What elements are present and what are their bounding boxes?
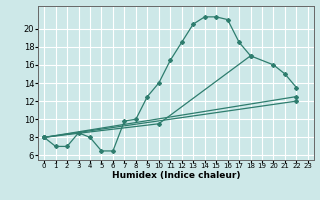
X-axis label: Humidex (Indice chaleur): Humidex (Indice chaleur) bbox=[112, 171, 240, 180]
